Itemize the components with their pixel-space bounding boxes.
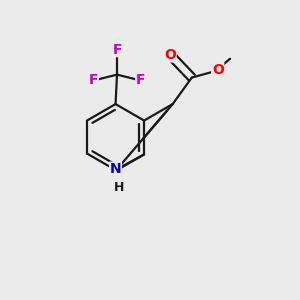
Text: F: F <box>89 73 98 87</box>
Text: F: F <box>112 43 122 57</box>
Text: F: F <box>136 73 145 87</box>
Text: O: O <box>164 48 176 62</box>
Text: N: N <box>110 162 122 176</box>
Text: H: H <box>114 181 124 194</box>
Text: O: O <box>212 63 224 76</box>
